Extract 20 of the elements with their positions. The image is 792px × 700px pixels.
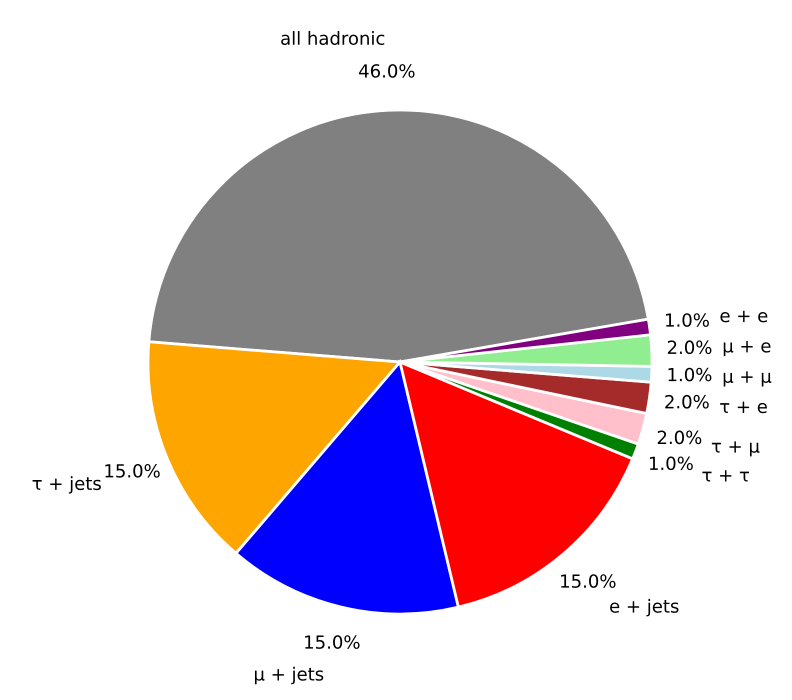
data-label: 2.0% — [665, 394, 709, 409]
data-label: 1.0% — [668, 368, 712, 382]
slice-label: e + jets — [610, 598, 679, 616]
slice-label: all hadronic — [281, 31, 384, 46]
data-label: 15.0% — [105, 464, 160, 478]
data-label: 1.0% — [650, 456, 693, 470]
data-label: 15.0% — [305, 635, 360, 649]
slice-label: τ + jets — [32, 476, 101, 494]
data-label: 15.0% — [561, 574, 616, 588]
data-label: 2.0% — [668, 340, 712, 354]
slice-label: μ + e — [724, 341, 770, 356]
data-label: 46.0% — [359, 64, 415, 78]
slice-label: τ + e — [720, 402, 767, 414]
data-label: 1.0% — [666, 313, 709, 327]
slice-label: μ + jets — [254, 666, 324, 684]
slice-label: e + e — [720, 310, 768, 322]
slice-label: τ + μ — [712, 441, 760, 456]
slice-label: μ + μ — [724, 371, 772, 386]
slice-label: τ + τ — [702, 470, 750, 482]
data-label: 2.0% — [658, 430, 702, 444]
